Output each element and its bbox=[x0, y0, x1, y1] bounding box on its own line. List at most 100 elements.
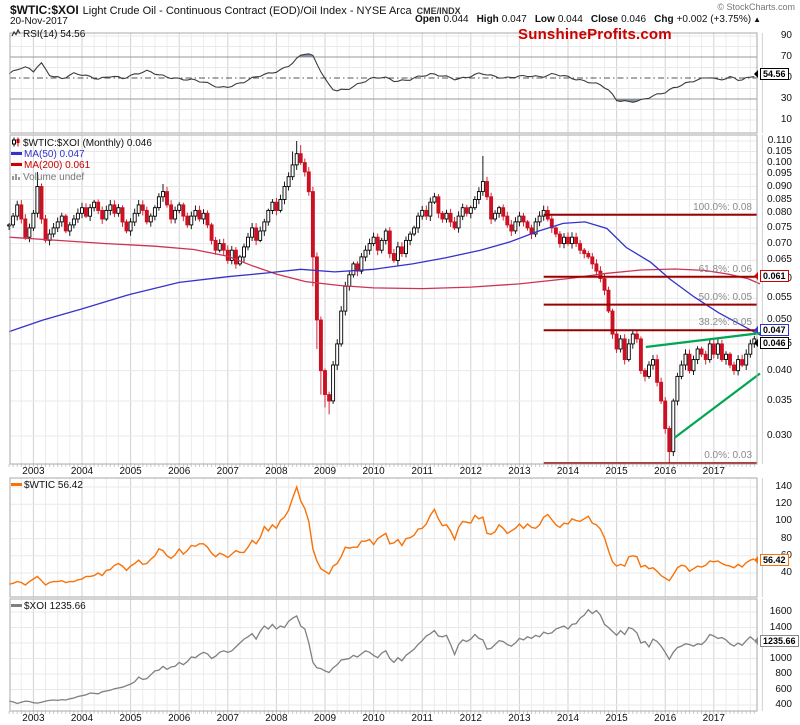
year-label: 2006 bbox=[168, 466, 191, 477]
price-axis-tick: 0.065 bbox=[766, 254, 792, 266]
xoi-legend-label: $XOI 1235.66 bbox=[24, 601, 86, 612]
year-label: 2013 bbox=[508, 713, 531, 724]
year-label: 2015 bbox=[605, 466, 628, 477]
year-label: 2003 bbox=[22, 466, 45, 477]
ma200-swatch-icon bbox=[11, 163, 22, 166]
xoi-axis-tick: 400 bbox=[775, 699, 792, 710]
left-arrow-notch-icon bbox=[754, 326, 758, 335]
price-axis-tick: 0.035 bbox=[766, 394, 792, 406]
year-label: 2007 bbox=[216, 466, 239, 477]
wtic-value-box: 56.42 bbox=[754, 553, 789, 566]
year-label: 2013 bbox=[508, 466, 531, 477]
price-axis-tick: 0.040 bbox=[766, 364, 792, 376]
left-arrow-notch-icon bbox=[754, 271, 758, 280]
ma200-legend-label: MA(200) 0.061 bbox=[24, 160, 91, 171]
year-label: 2005 bbox=[119, 466, 142, 477]
rsi-axis-tick: 70 bbox=[780, 51, 792, 62]
fib-level-label: 0.0%: 0.03 bbox=[704, 450, 752, 462]
year-label: 2011 bbox=[411, 713, 433, 724]
open-label: Open bbox=[414, 14, 441, 25]
stockcharts-copyright: © StockCharts.com bbox=[717, 2, 795, 12]
year-label: 2014 bbox=[556, 713, 580, 724]
year-label: 2010 bbox=[362, 466, 385, 477]
year-label: 2015 bbox=[605, 713, 628, 724]
xoi-axis-tick: 600 bbox=[775, 683, 792, 695]
year-label: 2006 bbox=[168, 713, 191, 724]
price-axis-tick: 0.055 bbox=[766, 292, 792, 304]
year-label: 2012 bbox=[459, 713, 482, 724]
price-axis-tick: 0.070 bbox=[766, 237, 792, 249]
year-label: 2012 bbox=[459, 466, 482, 477]
xoi-swatch-icon bbox=[11, 604, 22, 607]
price-axis-tick: 0.095 bbox=[766, 168, 792, 180]
year-label: 2011 bbox=[411, 466, 433, 477]
year-label: 2005 bbox=[119, 713, 142, 724]
year-label: 2017 bbox=[702, 466, 725, 477]
year-label: 2010 bbox=[362, 713, 385, 724]
price-axis-tick: 0.080 bbox=[766, 207, 792, 219]
year-label: 2004 bbox=[70, 466, 94, 477]
symbol-description: Light Crude Oil - Continuous Contract (E… bbox=[82, 5, 412, 17]
fib-level-label: 61.8%: 0.06 bbox=[698, 263, 752, 275]
year-label: 2009 bbox=[313, 713, 337, 724]
xoi-legend: $XOI 1235.66 bbox=[11, 601, 86, 612]
price-axis-tick: 0.100 bbox=[766, 156, 792, 168]
chg-label: Chg bbox=[654, 14, 674, 25]
exchange-label: CME/INDX bbox=[416, 6, 461, 16]
wtic-axis-tick: 140 bbox=[775, 481, 792, 492]
price-axis-tick: 0.110 bbox=[767, 134, 792, 146]
ma50-swatch-icon bbox=[11, 152, 22, 155]
chg-up-arrow-icon: ▲ bbox=[753, 15, 761, 24]
xoi-axis-tick: 1000 bbox=[769, 652, 792, 664]
year-label: 2007 bbox=[216, 713, 239, 724]
line-chart-icon bbox=[11, 28, 21, 37]
ma50-legend-label: MA(50) 0.047 bbox=[24, 149, 85, 160]
year-label: 2009 bbox=[313, 466, 337, 477]
left-arrow-notch-icon bbox=[754, 338, 758, 347]
volume-legend: Volume undef bbox=[11, 171, 84, 183]
xoi-axis-tick: 1600 bbox=[769, 606, 792, 617]
close-value: 0.046 bbox=[621, 14, 647, 25]
rsi-axis-tick: 30 bbox=[780, 93, 792, 104]
year-label: 2016 bbox=[654, 713, 677, 724]
wtic-axis-tick: 80 bbox=[780, 532, 792, 544]
high-label: High bbox=[476, 14, 499, 25]
ma50-value-box: 0.047 bbox=[754, 324, 789, 337]
candlestick-icon bbox=[12, 137, 20, 147]
ma200-value-box: 0.061 bbox=[754, 269, 789, 282]
year-label: 2014 bbox=[556, 466, 580, 477]
left-arrow-notch-icon bbox=[754, 70, 758, 79]
rsi-axis-tick: 10 bbox=[780, 114, 792, 125]
price-axis-tick: 0.085 bbox=[766, 193, 792, 205]
open-value: 0.044 bbox=[443, 14, 469, 25]
symbol-label: $WTIC:$XOI bbox=[10, 3, 79, 17]
fib-level-label: 38.2%: 0.05 bbox=[698, 317, 752, 329]
year-label: 2017 bbox=[702, 713, 725, 724]
price-axis-tick: 0.050 bbox=[766, 313, 792, 325]
wtic-legend: $WTIC 56.42 bbox=[11, 480, 83, 491]
main-symbol-legend-label: $WTIC:$XOI (Monthly) 0.046 bbox=[23, 138, 152, 149]
ohlc-quote-row: Open 0.044 High 0.047 Low 0.044 Close 0.046 Chg +… bbox=[415, 14, 761, 25]
low-label: Low bbox=[534, 14, 555, 25]
price-axis-tick: 0.075 bbox=[766, 221, 792, 233]
sunshineprofits-watermark-link[interactable]: SunshineProfits.com bbox=[518, 26, 672, 43]
year-label: 2008 bbox=[265, 466, 288, 477]
price-axis-tick: 0.030 bbox=[766, 429, 792, 441]
price-axis-tick: 0.105 bbox=[766, 145, 792, 157]
xoi-value-box: 1235.66 bbox=[754, 635, 799, 648]
rsi-legend-label: RSI(14) 54.56 bbox=[23, 29, 86, 40]
volume-bars-icon bbox=[12, 174, 20, 180]
rsi-legend: RSI(14) 54.56 bbox=[11, 28, 85, 40]
rsi-value-box: 54.56 bbox=[754, 68, 789, 81]
left-arrow-notch-icon bbox=[754, 637, 758, 646]
year-label: 2004 bbox=[70, 713, 94, 724]
xoi-axis-tick: 800 bbox=[775, 668, 792, 679]
fib-level-label: 50.0%: 0.05 bbox=[698, 291, 752, 303]
volume-legend-label: Volume undef bbox=[23, 172, 85, 183]
wtic-axis-tick: 100 bbox=[775, 515, 792, 527]
wtic-legend-label: $WTIC 56.42 bbox=[24, 480, 83, 491]
ma50-legend: MA(50) 0.047 bbox=[11, 149, 85, 160]
main-symbol-legend: $WTIC:$XOI (Monthly) 0.046 bbox=[11, 137, 152, 149]
